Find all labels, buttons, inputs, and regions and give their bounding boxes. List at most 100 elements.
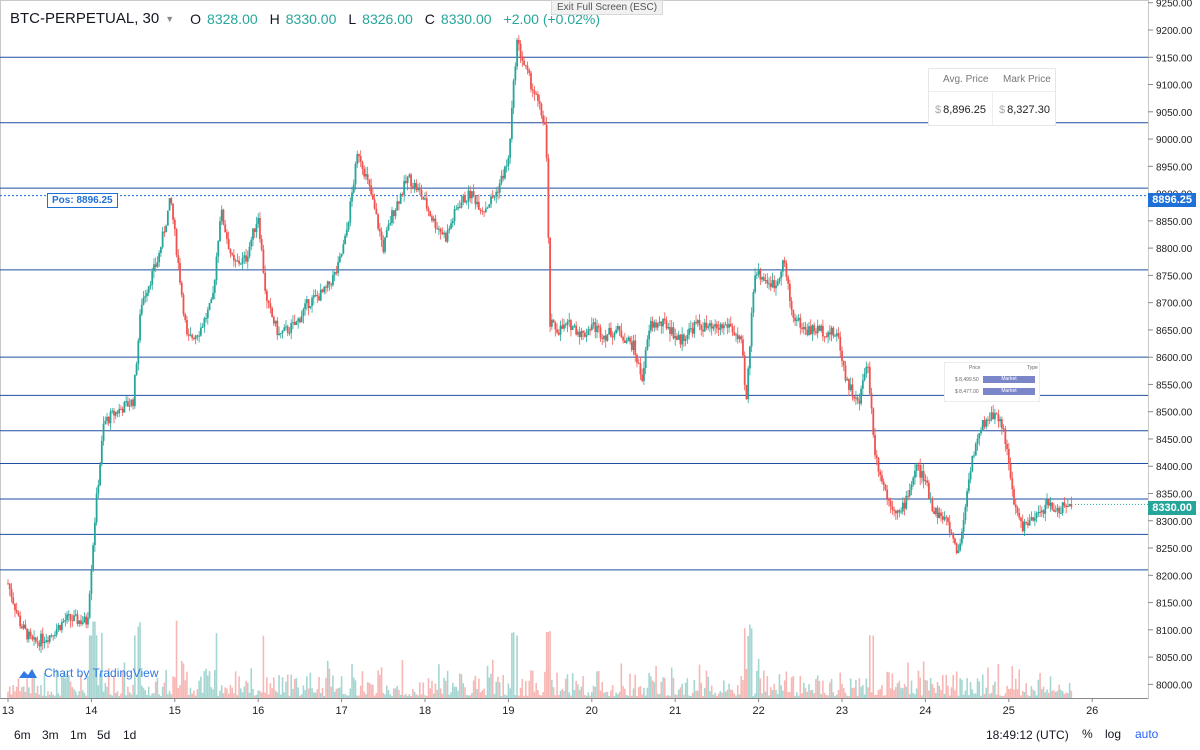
volume-bar — [335, 688, 338, 698]
chevron-down-icon[interactable]: ▼ — [165, 13, 175, 24]
candle-body — [451, 220, 454, 224]
candle-body — [795, 319, 798, 322]
candle-body — [239, 263, 242, 265]
volume-bar — [577, 684, 579, 698]
volume-bar — [241, 692, 244, 698]
candle-body — [849, 384, 852, 390]
volume-bar — [302, 685, 305, 698]
range-5d-button[interactable]: 5d — [97, 728, 111, 742]
candle-body — [10, 589, 13, 598]
order-row-type[interactable]: Market — [983, 376, 1035, 383]
candle-body — [347, 222, 350, 230]
candle-body — [368, 179, 371, 186]
volume-bar — [1002, 695, 1005, 698]
candle-body — [1006, 444, 1008, 449]
x-tick-label: 21 — [669, 705, 681, 717]
volume-bar — [109, 694, 112, 698]
volume-bar — [905, 686, 908, 698]
volume-bar — [349, 688, 352, 698]
candle-body — [497, 191, 499, 193]
candle-body — [19, 615, 22, 627]
horizontal-levels[interactable] — [0, 56, 1148, 571]
candle-body — [879, 471, 882, 476]
candle-body — [554, 322, 557, 330]
candle-body — [707, 326, 710, 328]
volume-bar — [290, 674, 293, 698]
candle-body — [882, 481, 885, 485]
candle-body — [912, 477, 915, 485]
volume-bar — [356, 695, 359, 698]
candle-body — [957, 550, 960, 554]
candle-body — [269, 303, 272, 309]
high-label: H — [269, 10, 280, 27]
candle-body — [73, 615, 75, 622]
percent-toggle[interactable]: % — [1082, 727, 1093, 741]
symbol-label[interactable]: BTC-PERPETUAL, 30 — [10, 10, 160, 27]
candle-body — [422, 196, 425, 200]
position-label[interactable]: Pos: 8896.25 — [47, 193, 118, 208]
tradingview-attribution[interactable]: Chart by TradingView — [18, 666, 159, 680]
candle-body — [745, 385, 748, 399]
utc-clock[interactable]: 18:49:12 (UTC) — [986, 728, 1069, 742]
volume-bar — [620, 663, 623, 698]
candle-body — [444, 232, 447, 242]
volume-bar — [1037, 679, 1040, 698]
order-row-type[interactable]: Market — [983, 388, 1035, 395]
candle-body — [521, 56, 524, 61]
candle-body — [31, 635, 34, 640]
volume-bar — [358, 695, 360, 698]
order-row-price: $ 8,499.50 — [955, 377, 979, 383]
auto-toggle[interactable]: auto — [1135, 727, 1159, 741]
candle-body — [782, 260, 784, 272]
volume-bar — [778, 674, 781, 698]
exit-fullscreen-button[interactable]: Exit Full Screen (ESC) — [551, 0, 664, 15]
range-3m-button[interactable]: 3m — [42, 728, 59, 742]
candle-body — [950, 532, 953, 534]
volume-bar — [248, 692, 251, 698]
candle-body — [1061, 502, 1064, 513]
volume-bar — [896, 683, 899, 698]
candle-body — [954, 538, 956, 544]
candle-body — [168, 198, 171, 211]
candle-body — [929, 498, 932, 500]
candle-body — [1007, 448, 1010, 464]
volume-bar — [988, 694, 991, 698]
candle-body — [1016, 507, 1019, 513]
candle-body — [927, 482, 930, 499]
candle-body — [359, 156, 362, 162]
candle-body — [97, 485, 100, 494]
candle-body — [695, 322, 697, 324]
range-1d-button[interactable]: 1d — [123, 728, 137, 742]
range-6m-button[interactable]: 6m — [14, 728, 31, 742]
volume-bar — [686, 678, 689, 698]
candle-body — [783, 260, 786, 264]
candle-body — [191, 334, 194, 339]
volume-bar — [64, 678, 67, 698]
candle-body — [455, 208, 458, 210]
range-1m-button[interactable]: 1m — [70, 728, 87, 742]
volume-bar — [215, 633, 218, 698]
volume-bar — [269, 683, 272, 698]
volume-bar — [505, 695, 508, 698]
volume-bar — [351, 663, 353, 698]
volume-bar — [825, 694, 828, 698]
volume-bar — [1065, 692, 1067, 698]
volume-bar — [724, 691, 727, 698]
candle-body — [754, 275, 757, 292]
candle-body — [759, 268, 762, 280]
candle-body — [556, 329, 558, 333]
volume-bar — [780, 685, 782, 698]
candle-body — [1056, 507, 1059, 511]
volume-bar — [893, 690, 895, 698]
candle-body — [616, 326, 619, 330]
low-value: 8326.00 — [362, 10, 413, 27]
volume-bar — [1058, 684, 1060, 698]
attribution-text: Chart by TradingView — [44, 666, 159, 680]
log-toggle[interactable]: log — [1105, 727, 1122, 741]
candle-body — [788, 283, 791, 302]
candle-body — [490, 196, 492, 205]
candle-body — [438, 228, 440, 230]
volume-bar — [796, 692, 798, 698]
candle-body — [955, 543, 958, 554]
